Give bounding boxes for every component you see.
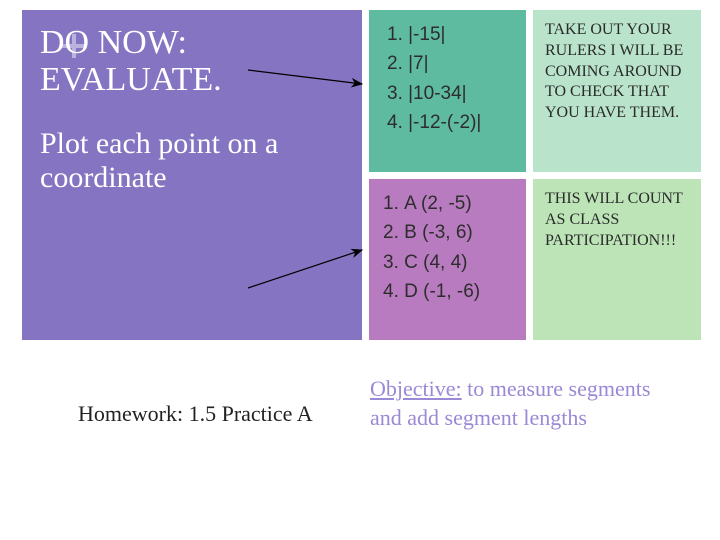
do-now-panel: DO NOW: EVALUATE. Plot each point on a c… [22, 10, 362, 340]
list-item: B (-3, 6) [383, 218, 514, 247]
evaluate-list: |-15| |7| |10-34| |-12-(-2)| [381, 20, 514, 138]
participation-box: THIS WILL COUNT AS CLASS PARTICIPATION!!… [533, 179, 701, 340]
points-box: A (2, -5) B (-3, 6) C (4, 4) D (-1, -6) [369, 179, 526, 340]
list-item: A (2, -5) [383, 189, 514, 218]
participation-text: THIS WILL COUNT AS CLASS PARTICIPATION!!… [545, 189, 689, 251]
title-line2: EVALUATE. [40, 61, 222, 98]
list-item: |7| [387, 49, 514, 78]
points-list: A (2, -5) B (-3, 6) C (4, 4) D (-1, -6) [381, 189, 514, 307]
objective-label: Objective: [370, 376, 462, 401]
list-item: |-12-(-2)| [387, 108, 514, 137]
do-now-subtitle: Plot each point on a coordinate [40, 127, 344, 196]
objective-block: Objective: to measure segments and add s… [370, 375, 670, 432]
homework-text: Homework: 1.5 Practice A [78, 400, 338, 429]
rulers-text: TAKE OUT YOUR RULERS I WILL BE COMING AR… [545, 20, 689, 124]
evaluate-box: |-15| |7| |10-34| |-12-(-2)| [369, 10, 526, 172]
rulers-box: TAKE OUT YOUR RULERS I WILL BE COMING AR… [533, 10, 701, 172]
list-item: D (-1, -6) [383, 277, 514, 306]
list-item: C (4, 4) [383, 248, 514, 277]
list-item: |-15| [387, 20, 514, 49]
list-item: |10-34| [387, 79, 514, 108]
plus-icon [62, 34, 86, 58]
